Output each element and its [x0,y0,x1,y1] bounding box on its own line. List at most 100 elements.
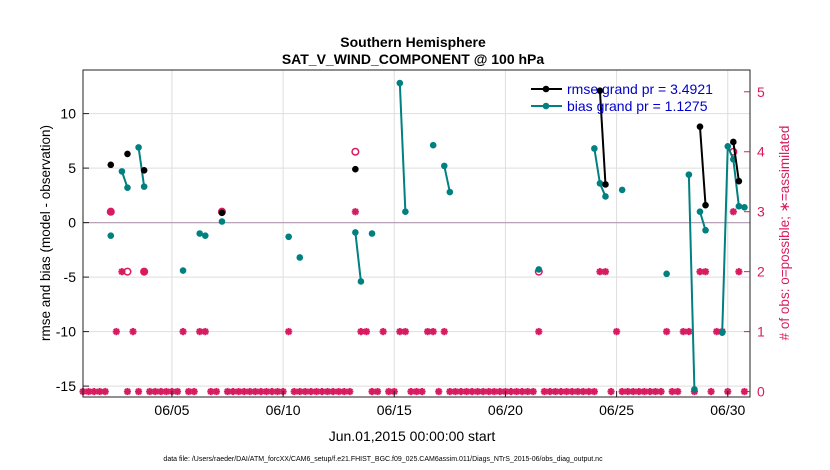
obs-assimilated-marker [707,387,715,396]
bias-point [368,230,376,237]
obs-assimilated-marker [490,387,498,396]
x-tick-label: 06/25 [599,402,634,418]
rmse-point [140,166,148,174]
bias-point [702,226,709,234]
bias-point [140,183,148,190]
bias-point [446,188,454,196]
obs-assimilated-marker [668,387,676,396]
y-right-tick-label: 2 [757,264,765,280]
plot-frame [82,69,751,398]
y-right-tick-label: 1 [757,324,765,340]
bias-point [179,267,187,274]
x-tick-label: 06/30 [710,402,745,418]
obs-assimilated-marker [107,208,115,216]
bias-point [724,143,732,150]
y-left-tick-label: 0 [68,215,76,231]
rmse-point [696,123,704,130]
obs-assimilated-marker [435,387,443,396]
obs-assimilated-marker [134,387,143,396]
bias-point [352,229,359,236]
rmse-point [602,181,609,188]
y-right-tick-label: 0 [757,384,765,400]
bias-point [107,232,115,239]
bias-point [429,141,437,149]
rmse-point [107,161,115,169]
series-layer [79,79,749,396]
rmse-point [702,201,709,209]
rmse-line [598,90,607,185]
bias-point [602,193,609,200]
bias-point [535,266,543,273]
rmse-line [698,126,707,206]
obs-assimilated-marker [223,387,232,396]
obs-assimilated-marker [451,387,460,396]
obs-assimilated-marker [123,387,132,396]
obs-assimilated-marker [290,387,298,396]
obs-assimilated-marker [524,387,532,396]
y-axis-left-label: rmse and bias (model - observation) [38,125,53,341]
bias-line [137,147,146,187]
bias-line [354,232,362,282]
obs-assimilated-marker [373,387,382,396]
legend-bias-label: bias grand pr = 1.1275 [567,98,708,114]
y-right-tick-label: 5 [757,84,765,100]
obs-assimilated-marker [729,208,737,216]
y-right-tick-label: 3 [757,204,765,220]
bias-point [118,168,126,175]
obs-assimilated-marker [401,328,409,336]
obs-assimilated-marker [551,387,560,396]
obs-assimilated-marker [190,387,198,396]
rmse-point [218,209,226,217]
bias-point [696,208,704,215]
obs-assimilated-marker [212,387,220,396]
bias-point [691,386,698,393]
obs-assimilated-marker [173,387,182,396]
obs-assimilated-marker [396,328,404,336]
x-tick-label: 06/10 [266,402,301,418]
legend: rmse grand pr = 3.4921 bias grand pr = 1… [531,81,713,114]
rmse-point [352,165,359,173]
rmse-point [596,87,604,95]
obs-assimilated-marker [285,328,293,336]
obs-assimilated-marker [424,328,432,336]
obs-assimilated-marker [485,387,493,396]
tick-marks [83,91,750,397]
bias-point [357,278,365,285]
obs-assimilated-marker [351,208,359,216]
bias-line [443,165,451,193]
obs-assimilated-marker [118,268,126,276]
chart-title: Southern Hemisphere [340,34,486,50]
obs-assimilated-marker [557,387,565,396]
bias-point [741,204,748,211]
obs-assimilated-marker [179,328,187,336]
obs-assimilated-marker [329,387,337,396]
bias-point [440,162,448,170]
obs-assimilated-marker [379,328,387,336]
y-left-tick-label: 10 [60,106,76,122]
bias-point [396,79,404,87]
obs-assimilated-marker [590,387,598,396]
obs-assimilated-marker [112,328,120,336]
footer-data-file: data file: /Users/raeder/DAI/ATM_forcXX/… [163,456,603,463]
obs-assimilated-marker [674,387,682,396]
bias-point [596,180,604,187]
obs-assimilated-marker [701,268,710,276]
bias-point [402,208,409,215]
chart-subtitle: SAT_V_WIND_COMPONENT @ 100 hPa [282,51,545,67]
bias-point [591,145,598,152]
obs-assimilated-marker [418,387,426,396]
obs-assimilated-marker [535,328,543,336]
obs-assimilated-marker [657,387,665,396]
obs-assimilated-marker [512,387,521,396]
legend-rmse-label: rmse grand pr = 3.4921 [567,81,713,97]
plot-area [79,69,751,398]
bias-point [285,233,292,241]
bias-point [201,232,209,239]
obs-assimilated-marker [196,328,204,336]
obs-assimilated-marker [407,387,415,396]
bias-point [735,202,743,210]
rmse-point [735,177,743,185]
obs-assimilated-marker [579,387,587,396]
rmse-point [124,150,131,158]
